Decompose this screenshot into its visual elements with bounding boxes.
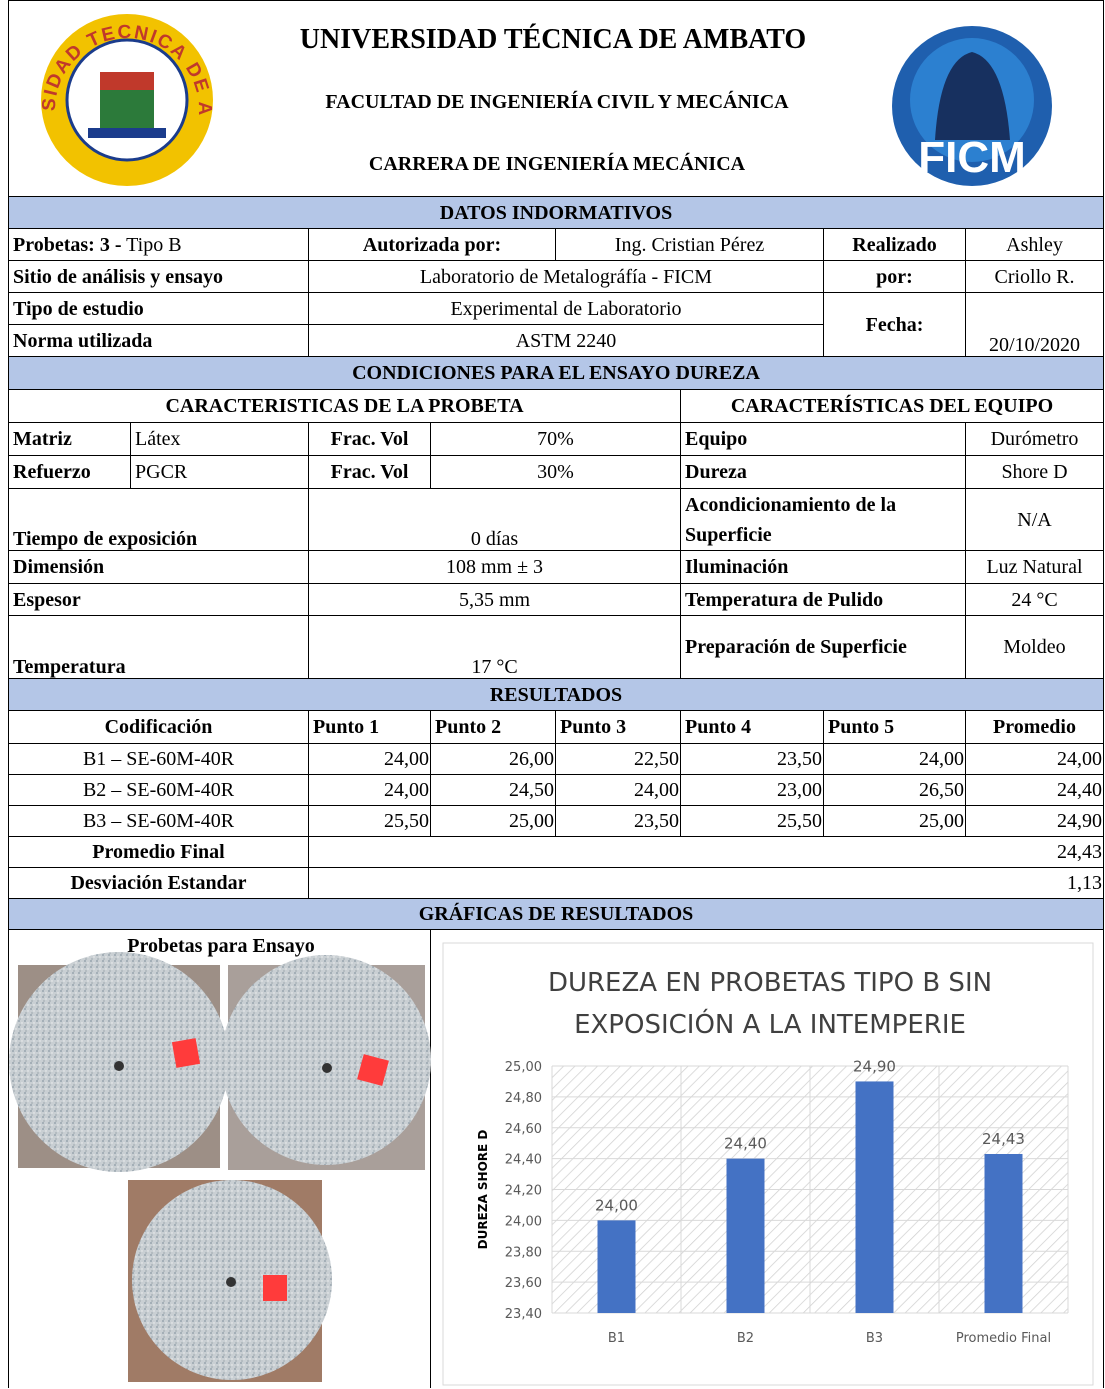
value: Tipo B xyxy=(126,233,182,256)
value: 26,00 xyxy=(430,743,556,775)
bar xyxy=(726,1158,765,1313)
value: 24,00 xyxy=(308,743,431,775)
value: 24,00 xyxy=(555,774,681,806)
value: 24,40 xyxy=(965,774,1104,806)
label: por: xyxy=(823,260,966,293)
y-tick-label: 24,20 xyxy=(505,1184,542,1199)
value: ASTM 2240 xyxy=(308,324,824,357)
value: 17 °C xyxy=(308,615,681,679)
value: 25,00 xyxy=(430,805,556,837)
x-tick-label: B3 xyxy=(866,1331,883,1346)
value: 23,50 xyxy=(680,743,824,775)
label: Realizado xyxy=(823,228,966,261)
label: Iluminación xyxy=(680,550,966,584)
column-header: Promedio xyxy=(965,710,1104,744)
value: Criollo R. xyxy=(965,260,1104,293)
bar xyxy=(855,1081,894,1313)
section-title: GRÁFICAS DE RESULTADOS xyxy=(8,898,1104,930)
university: UNIVERSIDAD TÉCNICA DE AMBATO xyxy=(300,24,806,55)
value: 26,50 xyxy=(823,774,966,806)
faculty: FACULTAD DE INGENIERÍA CIVIL Y MECÁNICA xyxy=(325,90,789,113)
logo-left: UNIVERSIDAD TECNICA DE AMBATO xyxy=(0,0,213,186)
label: Refuerzo xyxy=(8,455,131,489)
value: 23,00 xyxy=(680,774,824,806)
value-label: 24,43 xyxy=(982,1130,1025,1148)
label: Frac. Vol xyxy=(308,455,431,489)
column-header: Punto 2 xyxy=(430,710,556,744)
value: 70% xyxy=(430,422,681,456)
y-axis-label: DUREZA SHORE D xyxy=(476,1130,490,1250)
y-tick-label: 24,60 xyxy=(505,1122,542,1137)
label: Fecha: xyxy=(823,292,966,357)
subsection-title: CARACTERISTICAS DE LA PROBETA xyxy=(8,389,681,423)
y-tick-label: 23,60 xyxy=(505,1276,542,1291)
chart-title: DUREZA EN PROBETAS TIPO B SIN EXPOSICIÓN… xyxy=(547,968,993,1040)
value: 24,90 xyxy=(965,805,1104,837)
result-row: B3 – SE-60M-40R 25,50 25,00 23,50 25,50 25,00… xyxy=(8,805,1104,837)
value: PGCR xyxy=(130,455,309,489)
value: 24 °C xyxy=(965,583,1104,616)
label: Equipo xyxy=(680,422,966,456)
value: Laboratorio de Metalográfía - FICM xyxy=(308,260,824,293)
value: Ing. Cristian Pérez xyxy=(555,228,824,261)
y-tick-label: 24,40 xyxy=(505,1153,542,1168)
label: Probetas: 3 - xyxy=(13,233,122,256)
value: 1,13 xyxy=(308,867,1104,899)
chart: 23,40 23,60 23,80 24,00 24,20 24,40 24,60 24,80… xyxy=(476,1057,1069,1346)
value: 5,35 mm xyxy=(308,583,681,616)
y-tick-label: 23,40 xyxy=(505,1307,542,1322)
value: 20/10/2020 xyxy=(965,292,1104,357)
value: 23,50 xyxy=(555,805,681,837)
logo-text: FICM xyxy=(918,133,1026,182)
label: Temperatura xyxy=(8,615,309,679)
photo xyxy=(9,952,229,1172)
value: Experimental de Laboratorio xyxy=(308,292,824,325)
label: Preparación de Superficie xyxy=(680,615,966,679)
value-label: 24,40 xyxy=(724,1135,767,1153)
label: Tipo de estudio xyxy=(8,292,309,325)
photo xyxy=(128,1180,332,1382)
photo xyxy=(221,955,431,1170)
photos-caption: Probetas para Ensayo xyxy=(127,935,314,957)
x-tick-label: Promedio Final xyxy=(956,1331,1051,1346)
value: N/A xyxy=(965,488,1104,551)
value: Luz Natural xyxy=(965,550,1104,584)
column-header: Punto 4 xyxy=(680,710,824,744)
value: 108 mm ± 3 xyxy=(308,550,681,584)
y-tick-label: 24,00 xyxy=(505,1214,542,1229)
value: 24,00 xyxy=(823,743,966,775)
subsection-title: CARACTERÍSTICAS DEL EQUIPO xyxy=(680,389,1104,423)
value: Durómetro xyxy=(965,422,1104,456)
career: CARRERA DE INGENIERÍA MECÁNICA xyxy=(369,152,746,175)
label: Desviación Estandar xyxy=(8,867,309,899)
bar xyxy=(597,1220,636,1313)
result-row: B2 – SE-60M-40R 24,00 24,50 24,00 23,00 26,50… xyxy=(8,774,1104,806)
x-tick-label: B1 xyxy=(608,1331,625,1346)
value: Ashley xyxy=(965,228,1104,261)
logo-right: FICM xyxy=(892,26,1052,186)
section-title: DATOS INDORMATIVOS xyxy=(8,196,1104,229)
x-tick-label: B2 xyxy=(737,1331,754,1346)
value-label: 24,90 xyxy=(853,1057,896,1075)
value: Moldeo xyxy=(965,615,1104,679)
label: Norma utilizada xyxy=(8,324,309,357)
label: Espesor xyxy=(8,583,309,616)
y-tick-label: 23,80 xyxy=(505,1245,542,1260)
label: Promedio Final xyxy=(8,836,309,868)
code: B1 – SE-60M-40R xyxy=(8,743,309,775)
label: Dureza xyxy=(680,455,966,489)
value: 25,50 xyxy=(308,805,431,837)
value: 30% xyxy=(430,455,681,489)
y-tick-label: 24,80 xyxy=(505,1091,542,1106)
value-label: 24,00 xyxy=(595,1196,638,1214)
label: Acondicionamiento de la Superficie xyxy=(680,488,966,551)
y-tick-label: 25,00 xyxy=(505,1060,542,1075)
column-header: Punto 3 xyxy=(555,710,681,744)
value: Shore D xyxy=(965,455,1104,489)
bar xyxy=(984,1153,1023,1313)
